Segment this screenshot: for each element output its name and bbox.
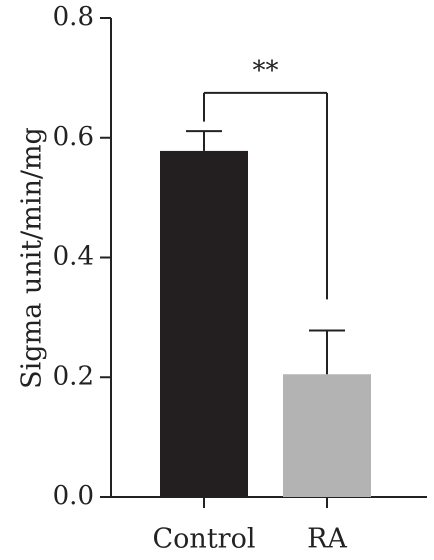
y-ticks: 0.0 0.2 0.4 0.6 0.8 xyxy=(53,2,111,511)
y-tick-label: 0.4 xyxy=(53,242,94,272)
y-tick-label: 0.6 xyxy=(53,122,94,152)
y-tick-label: 0.0 xyxy=(53,481,94,511)
y-tick-label: 0.8 xyxy=(53,2,94,32)
y-axis: 0.0 0.2 0.4 0.6 0.8 xyxy=(53,2,112,511)
x-tick-label: RA xyxy=(307,524,347,555)
significance-label: ** xyxy=(253,56,279,86)
error-bars xyxy=(186,130,345,375)
y-tick-label: 0.2 xyxy=(53,361,94,391)
significance-bracket: ** xyxy=(203,56,328,300)
x-axis: Control RA xyxy=(110,496,427,555)
y-axis-title: Sigma unit/min/mg xyxy=(17,127,48,389)
bar xyxy=(283,374,371,497)
x-ticks: Control RA xyxy=(153,497,347,555)
bars xyxy=(160,150,371,498)
bar xyxy=(160,150,248,498)
x-tick-label: Control xyxy=(153,524,256,555)
